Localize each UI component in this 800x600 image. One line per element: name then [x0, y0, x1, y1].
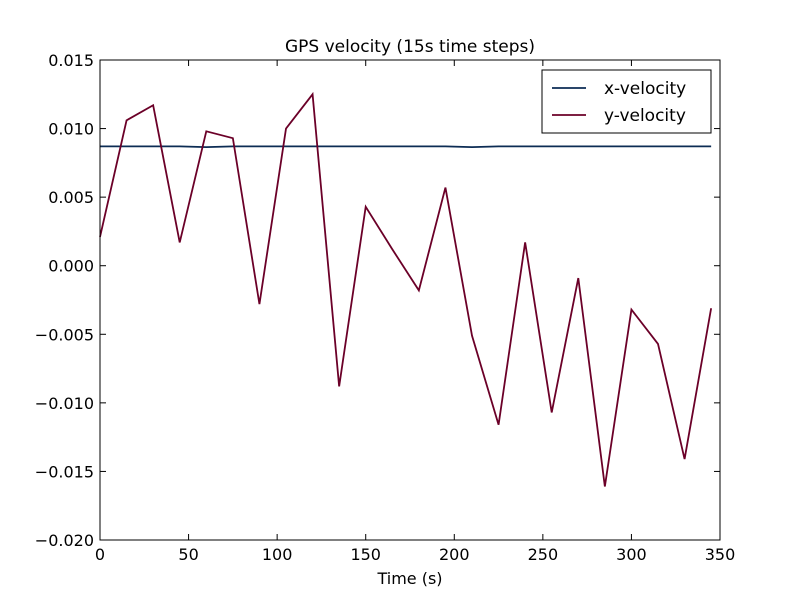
legend-box [541, 69, 712, 134]
x-tick-label: 50 [178, 545, 198, 564]
legend: x-velocity y-velocity [541, 69, 712, 134]
series-line-y-velocity [99, 91, 713, 487]
y-tick-label: 0.000 [48, 257, 94, 276]
y-tick-label: 0.005 [48, 188, 94, 207]
x-tick-label: 350 [705, 545, 736, 564]
y-tick-label: −0.020 [35, 531, 94, 550]
x-tick-label: 150 [350, 545, 381, 564]
legend-label-x-velocity: x-velocity [604, 79, 686, 99]
legend-label-y-velocity: y-velocity [604, 106, 686, 126]
plot-frame [99, 59, 721, 541]
y-axis: −0.020 −0.015 −0.010 −0.005 0.000 0.005 0.010 0… [35, 51, 720, 550]
y-tick-label: −0.005 [35, 325, 94, 344]
x-tick-label: 300 [616, 545, 647, 564]
y-tick-label: −0.010 [35, 394, 94, 413]
x-tick-label: 100 [262, 545, 293, 564]
y-tick-label: 0.010 [48, 120, 94, 139]
x-axis: 0 50 100 150 200 250 300 350 [95, 60, 735, 564]
x-tick-label: 200 [439, 545, 470, 564]
x-tick-label: 0 [95, 545, 105, 564]
chart-title: GPS velocity (15s time steps) [285, 37, 535, 57]
series-line-x-velocity [100, 145, 712, 148]
y-tick-label: 0.015 [48, 51, 94, 70]
y-tick-label: −0.015 [35, 462, 94, 481]
x-axis-label: Time (s) [376, 569, 442, 588]
plot-area [99, 91, 713, 487]
x-tick-label: 250 [528, 545, 559, 564]
